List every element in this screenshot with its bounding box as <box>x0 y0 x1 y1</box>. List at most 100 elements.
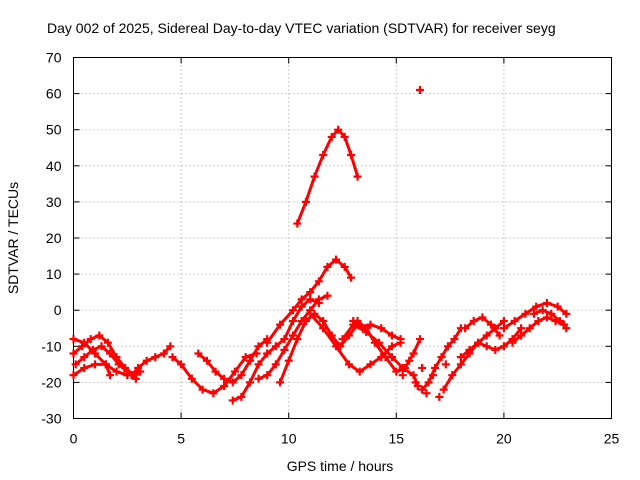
series-track-k <box>263 255 356 347</box>
data-point <box>276 378 285 387</box>
data-point <box>263 338 272 347</box>
data-point <box>80 363 89 372</box>
data-point <box>340 262 349 271</box>
data-point <box>306 295 315 304</box>
data-point <box>314 277 323 286</box>
data-point <box>448 371 457 380</box>
data-point <box>254 374 263 383</box>
data-point <box>166 342 175 351</box>
data-point <box>91 349 100 358</box>
data-point <box>456 360 465 369</box>
data-point <box>405 356 414 365</box>
data-point <box>241 353 250 362</box>
data-point <box>319 150 328 159</box>
series-track-s <box>456 324 526 362</box>
data-point <box>553 302 562 311</box>
data-point <box>431 363 440 372</box>
data-point <box>392 367 401 376</box>
data-point <box>441 360 450 369</box>
data-point <box>271 342 280 351</box>
data-point <box>415 85 424 94</box>
data-point <box>332 255 341 264</box>
series-line <box>278 312 360 384</box>
data-point <box>314 295 323 304</box>
data-point <box>297 302 306 311</box>
y-tick-label: -30 <box>41 411 61 427</box>
data-point <box>254 360 263 369</box>
series-track-e <box>69 360 143 380</box>
series-track-u <box>499 298 571 333</box>
data-point <box>437 353 446 362</box>
series-track-q <box>418 324 465 394</box>
data-point <box>198 385 207 394</box>
data-point <box>409 371 418 380</box>
y-tick-label: 70 <box>46 50 62 66</box>
data-point <box>398 363 407 372</box>
data-point <box>340 132 349 141</box>
data-point <box>525 324 534 333</box>
data-point <box>387 342 396 351</box>
series-line <box>265 258 353 345</box>
series-scatter-points <box>398 85 450 401</box>
data-point <box>301 317 310 326</box>
x-axis-label: GPS time / hours <box>287 458 394 474</box>
data-point <box>360 324 369 333</box>
data-point <box>542 313 551 322</box>
data-point <box>469 317 478 326</box>
data-point <box>499 342 508 351</box>
data-point <box>220 374 229 383</box>
data-point <box>263 371 272 380</box>
series-track-g <box>194 335 272 387</box>
series-line <box>341 323 420 388</box>
data-point <box>538 306 547 315</box>
data-point <box>562 309 571 318</box>
data-point <box>338 335 347 344</box>
data-point <box>435 392 444 401</box>
data-point <box>424 378 433 387</box>
series-track-w <box>530 306 571 333</box>
series-line <box>74 344 138 381</box>
y-tick-label: 10 <box>46 266 62 282</box>
data-point <box>69 371 78 380</box>
y-tick-label: -20 <box>41 374 61 390</box>
data-point <box>276 320 285 329</box>
data-point <box>443 342 452 351</box>
y-tick-label: 0 <box>54 302 62 318</box>
data-point <box>69 349 78 358</box>
data-point <box>474 338 483 347</box>
data-point <box>284 356 293 365</box>
data-point <box>542 298 551 307</box>
data-point <box>375 338 384 347</box>
data-point <box>319 317 328 326</box>
data-point <box>194 349 203 358</box>
data-point <box>355 367 364 376</box>
y-tick-labels: -30 -20 -10 0 10 20 30 40 50 60 70 <box>41 50 61 427</box>
data-point <box>530 309 539 318</box>
data-point <box>508 338 517 347</box>
data-point <box>495 331 504 340</box>
data-point <box>134 367 143 376</box>
data-point <box>271 360 280 369</box>
data-point <box>562 324 571 333</box>
data-point <box>319 324 328 333</box>
data-point <box>409 349 418 358</box>
data-point <box>91 360 100 369</box>
data-point <box>245 356 254 365</box>
data-point <box>168 353 177 362</box>
x-tick-label: 25 <box>604 431 620 447</box>
data-point <box>499 324 508 333</box>
y-tick-label: -10 <box>41 338 61 354</box>
data-point <box>202 356 211 365</box>
data-point <box>486 320 495 329</box>
data-point <box>71 360 80 369</box>
y-tick-label: 40 <box>46 158 62 174</box>
data-point <box>80 338 89 347</box>
data-point <box>209 389 218 398</box>
axis-ticks <box>73 57 612 419</box>
data-point <box>396 335 405 344</box>
data-point <box>366 320 375 329</box>
x-tick-label: 15 <box>389 431 405 447</box>
data-point <box>491 345 500 354</box>
grid-lines <box>73 57 612 419</box>
data-point <box>344 360 353 369</box>
